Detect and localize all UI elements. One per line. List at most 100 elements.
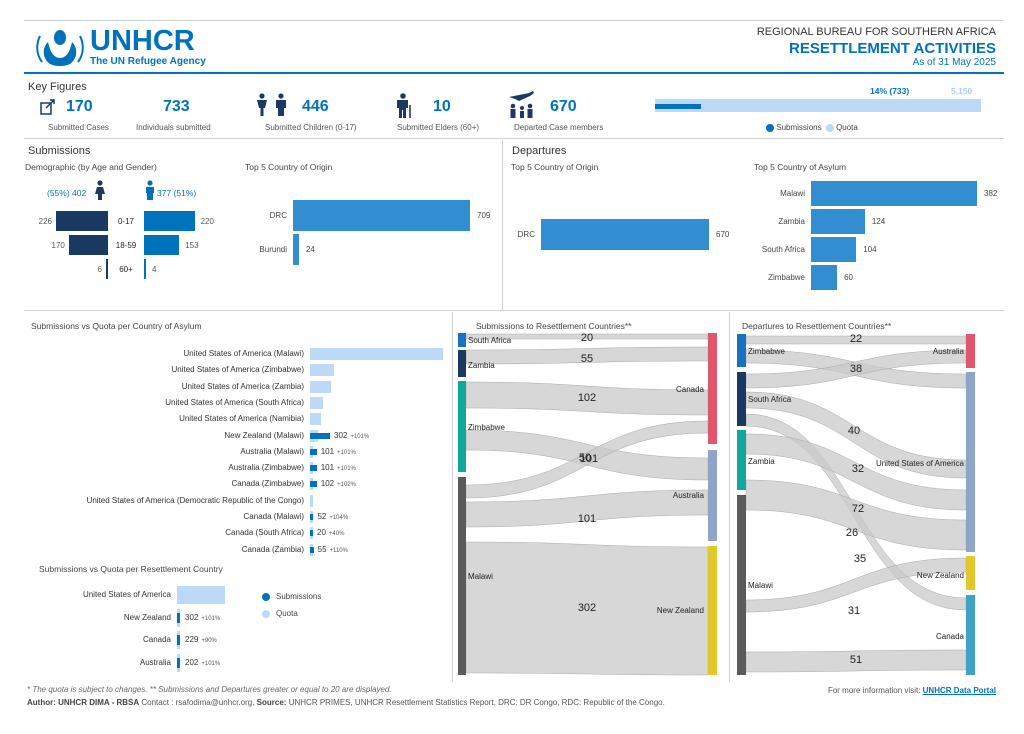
kpi-submitted-children: 446 Submitted Children (0-17) [254, 93, 394, 135]
legend-dot-quota [262, 609, 270, 618]
submission-percent: +101% [337, 466, 356, 473]
kpi-value: 170 [66, 98, 93, 115]
header-top-rule [24, 20, 1004, 21]
demographic-male-bar [144, 259, 146, 279]
submission-value: 101 +101% [320, 463, 356, 473]
submission-value: 20 +40% [317, 528, 345, 538]
lower-divider-2 [729, 312, 730, 682]
node-new-zealand [708, 546, 717, 675]
quota-asylum-row-label: Canada (Zambia) [241, 544, 304, 554]
src-label-1: South Africa [748, 395, 792, 404]
demographic-age-label: 60+ [119, 265, 133, 274]
legend-dot-submissions [262, 592, 270, 601]
flow-value-0: 22 [850, 333, 862, 345]
logo-tagline: The UN Refugee Agency [90, 56, 206, 67]
quota-bar [177, 586, 225, 604]
submission-value: 55 +110% [317, 544, 348, 554]
quota-progress-track [655, 99, 981, 112]
female-icon [95, 180, 105, 200]
footer-author: Author: UNHCR DIMA - RBSA [27, 698, 140, 707]
quota-res-legend: Submissions Quota [262, 588, 321, 622]
demographic-male-value: 220 [200, 217, 214, 226]
lower-divider-1 [452, 312, 453, 682]
quota-asylum-row-label: Canada (Malawi) [243, 512, 304, 521]
report-date: As of 31 May 2025 [912, 57, 996, 68]
quota-bar [310, 348, 443, 360]
legend-quota-label: Quota [836, 123, 858, 132]
demographic-age-label: 0-17 [117, 217, 134, 226]
submission-value: 302 +101% [334, 430, 370, 440]
flow-value-2: 40 [848, 425, 860, 437]
sankey-submissions-title: Submissions to Resettlement Countries** [476, 321, 632, 331]
submission-percent: +102% [337, 482, 356, 489]
node-malawi [737, 495, 746, 675]
more-info-label: For more information visit: [827, 686, 921, 695]
sankey-departures-title: Departures to Resettlement Countries** [742, 321, 892, 331]
airplane-family-icon [509, 91, 534, 118]
key-figures-title: Key Figures [28, 81, 87, 93]
kpi-submitted-elders: 10 Submitted Elders (60+) [393, 93, 503, 135]
tgt-label-2: New Zealand [657, 606, 704, 615]
quota-asylum-row-label: Canada (South Africa) [225, 528, 304, 538]
demographic-male-value: 153 [185, 241, 199, 250]
src-label-3: Malawi [748, 581, 773, 590]
src-label-0: South Africa [468, 336, 512, 345]
src-label-1: Zambia [468, 361, 495, 370]
quota-resettlement-title: Submissions vs Quota per Resettlement Co… [39, 564, 223, 574]
node-zambia [737, 430, 746, 490]
dep-asylum-value: 124 [871, 216, 886, 226]
dep-asylum-title: Top 5 Country of Asylum [754, 162, 847, 172]
demographic-female-value: 6 [97, 265, 102, 274]
submission-value: 52 +104% [317, 512, 349, 521]
departures-title: Departures [512, 145, 567, 157]
dep-asylum-value: 382 [984, 188, 998, 198]
submission-bar [310, 432, 330, 439]
dep-asylum-bar [811, 181, 977, 206]
legend-quota-label: Quota [276, 609, 298, 618]
src-label-0: Zimbabwe [748, 347, 785, 356]
demographic-female-bar [106, 259, 108, 279]
quota-asylum-row-label: New Zealand (Malawi) [224, 430, 304, 440]
quota-bar [310, 413, 321, 426]
src-label-2: Zambia [748, 457, 775, 466]
sub-origin-label: DRC [269, 210, 287, 220]
sankey-submissions: South Africa Zambia Zimbabwe Malawi Cana… [458, 332, 717, 676]
demographic-female-value: 226 [38, 217, 52, 226]
flow-value-0: 20 [581, 332, 593, 344]
elder-icon [397, 93, 411, 118]
kpi-departed-case-members: 670 Departed Case members [505, 89, 635, 135]
legend-dot-submissions [766, 123, 774, 132]
submission-bar [310, 481, 317, 488]
submission-value: 302 +101% [185, 612, 221, 622]
footer-more-info: For more information visit: UNHCR Data P… [828, 686, 996, 695]
quota-res-row-label: United States of America [82, 590, 171, 599]
quota-res-row-label: New Zealand [123, 612, 171, 622]
dep-asylum-label: South Africa [761, 244, 805, 254]
flow-value-4: 72 [852, 503, 864, 515]
flow-value-5: 101 [578, 513, 596, 525]
flow-southafrica-usa [745, 391, 967, 479]
submission-percent: +101% [350, 433, 370, 440]
section-divider [24, 310, 1004, 311]
flow-value-2: 102 [578, 392, 596, 404]
dep-asylum-label: Zimbabwe [768, 272, 805, 282]
kpi-individuals-submitted: 733 Individuals submitted [136, 96, 246, 136]
footer-credits: Author: UNHCR DIMA - RBSA Contact : rsaf… [27, 698, 665, 707]
quota-asylum-row-label: United States of America (Zimbabwe) [171, 365, 305, 375]
flow-value-8: 51 [850, 654, 862, 666]
data-portal-link[interactable]: UNHCR Data Portal [922, 686, 996, 695]
tgt-label-2: New Zealand [917, 571, 964, 580]
submission-percent: +90% [201, 638, 217, 644]
kpi-value: 733 [163, 98, 190, 115]
dep-asylum-bar [811, 209, 865, 234]
kpi-label: Submitted Children (0-17) [265, 123, 357, 132]
male-total-label: 377 (51%) [157, 188, 197, 198]
demographic-male-value: 4 [152, 265, 157, 274]
node-new-zealand [966, 556, 975, 590]
dep-asylum-value: 104 [863, 244, 877, 254]
quota-asylum-row-label: United States of America (Namibia) [179, 414, 304, 424]
dep-asylum-bar [811, 237, 857, 262]
submission-percent: +40% [328, 531, 345, 538]
node-malawi [458, 477, 466, 675]
demographic-male-bar [144, 235, 180, 255]
